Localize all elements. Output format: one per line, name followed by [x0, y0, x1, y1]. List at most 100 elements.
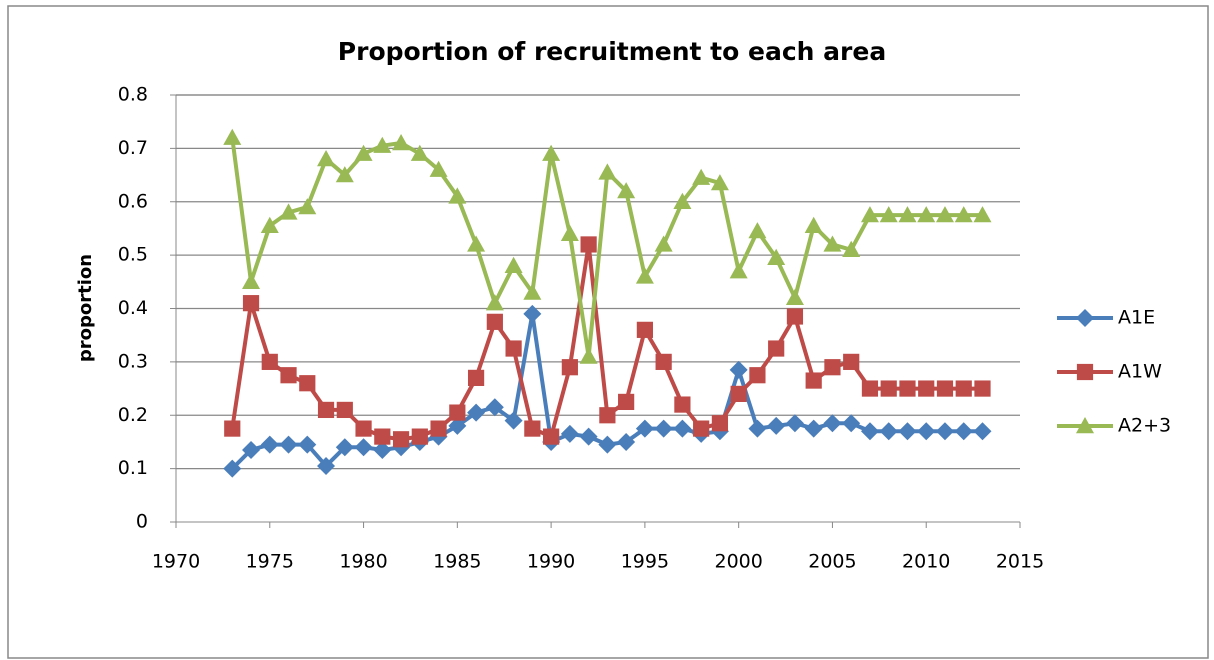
marker — [823, 235, 842, 252]
marker — [579, 427, 598, 446]
marker — [485, 294, 504, 311]
marker — [767, 248, 786, 265]
marker — [918, 380, 935, 397]
marker — [898, 206, 917, 223]
marker — [860, 206, 879, 223]
marker — [842, 414, 861, 433]
marker — [804, 419, 823, 438]
marker — [485, 398, 504, 417]
marker — [448, 416, 467, 435]
marker — [936, 380, 954, 397]
marker — [298, 435, 317, 454]
marker — [804, 216, 823, 233]
marker — [711, 415, 729, 432]
marker — [486, 313, 503, 330]
x-tick-label: 1995 — [621, 551, 669, 573]
marker — [354, 438, 373, 457]
marker — [223, 128, 242, 145]
marker — [524, 420, 541, 437]
x-tick-label: 1980 — [339, 551, 387, 573]
marker — [768, 340, 785, 357]
marker — [224, 420, 241, 437]
marker — [279, 203, 298, 220]
marker — [599, 407, 616, 424]
x-tick-label: 1975 — [246, 551, 294, 573]
marker — [355, 420, 372, 437]
x-tick-label: 2015 — [996, 551, 1044, 573]
marker — [618, 393, 635, 411]
marker — [767, 416, 786, 435]
marker — [899, 380, 916, 397]
marker — [654, 419, 673, 438]
marker — [974, 380, 991, 397]
marker — [260, 216, 279, 233]
marker — [1076, 309, 1094, 327]
marker — [467, 369, 485, 386]
marker — [504, 256, 523, 273]
marker — [1076, 363, 1094, 381]
marker — [636, 321, 653, 338]
marker — [842, 240, 861, 257]
marker — [729, 360, 748, 379]
marker — [504, 411, 523, 430]
marker — [617, 182, 636, 199]
marker — [917, 206, 936, 223]
marker — [880, 380, 897, 397]
marker — [879, 206, 898, 223]
marker — [317, 401, 335, 419]
marker — [242, 272, 261, 290]
marker — [598, 435, 617, 454]
marker — [449, 404, 466, 421]
marker — [729, 262, 748, 279]
legend-label: A1W — [1118, 361, 1162, 383]
marker — [560, 224, 579, 241]
marker — [692, 168, 711, 185]
y-tick-label: 0.8 — [118, 84, 148, 106]
x-tick-label: 2010 — [902, 551, 950, 573]
x-tick-label: 1985 — [433, 551, 481, 573]
marker — [411, 428, 428, 445]
marker — [392, 134, 411, 151]
y-tick-label: 0.1 — [118, 457, 148, 479]
marker — [373, 136, 392, 153]
marker — [785, 414, 804, 433]
marker — [260, 435, 279, 454]
marker — [505, 340, 522, 357]
marker — [973, 422, 992, 441]
marker — [824, 359, 841, 376]
marker — [543, 428, 560, 445]
marker — [786, 308, 804, 325]
marker — [654, 235, 673, 252]
marker — [954, 206, 973, 223]
marker — [823, 414, 842, 433]
marker — [317, 150, 336, 167]
marker — [467, 235, 486, 252]
marker — [879, 422, 898, 441]
y-axis-label: proportion — [75, 254, 96, 362]
marker — [448, 187, 467, 204]
marker — [279, 435, 298, 454]
y-tick-label: 0.5 — [118, 244, 148, 266]
marker — [617, 432, 636, 451]
marker — [955, 380, 972, 397]
marker — [973, 206, 992, 223]
y-tick-label: 0.3 — [118, 350, 148, 372]
marker — [374, 428, 391, 445]
marker — [785, 288, 804, 306]
marker — [523, 283, 542, 300]
y-tick-label: 0.6 — [118, 190, 148, 212]
x-tick-label: 1990 — [527, 551, 575, 573]
legend-label: A2+3 — [1118, 415, 1171, 437]
marker — [580, 236, 597, 253]
legend-label: A1E — [1118, 307, 1155, 329]
marker — [242, 295, 260, 312]
marker — [598, 163, 617, 180]
marker — [730, 385, 747, 402]
marker — [748, 222, 767, 239]
marker — [373, 440, 392, 459]
marker — [860, 422, 879, 441]
marker — [898, 422, 917, 441]
marker — [861, 380, 879, 397]
marker — [673, 192, 692, 209]
